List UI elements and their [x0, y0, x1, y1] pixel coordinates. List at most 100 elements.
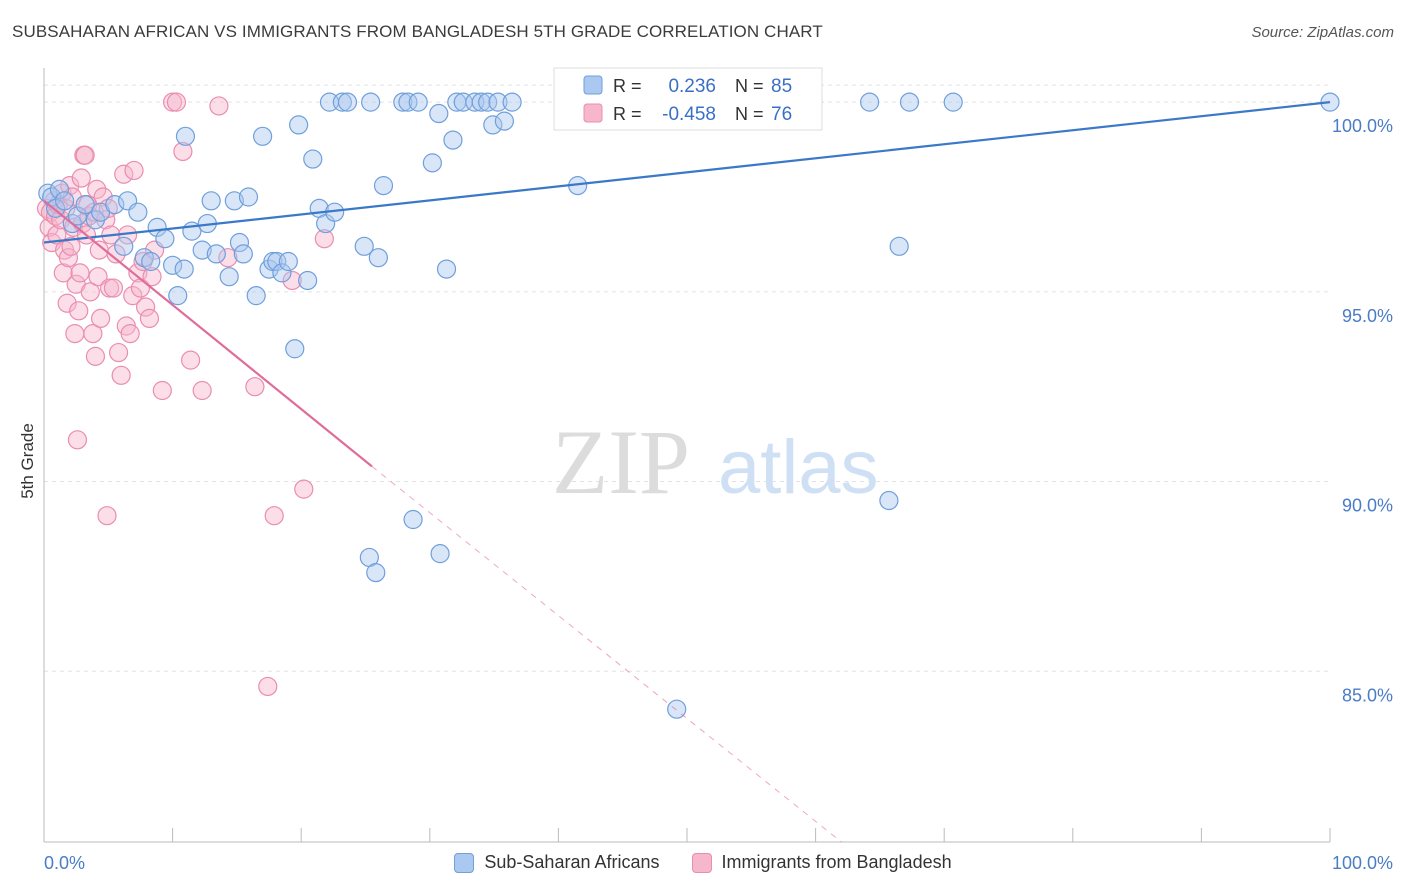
subsaharan-point-57 — [429, 103, 449, 124]
legend-item-sub-saharan-africans[interactable]: Sub-Saharan Africans — [454, 852, 660, 873]
subsaharan-point-40 — [298, 270, 318, 291]
bangladesh-point-75 — [124, 160, 144, 181]
subsaharan-point-37 — [278, 251, 298, 272]
subsaharan-point-17 — [155, 229, 175, 249]
subsaharan-point-19 — [168, 286, 188, 306]
bangladesh-point-72 — [282, 270, 302, 291]
subsaharan-point-35 — [267, 251, 287, 272]
subsaharan-point-56 — [422, 153, 442, 173]
subsaharan-point-4 — [54, 191, 75, 211]
subsaharan-point-77 — [879, 490, 899, 511]
bangladesh-point-49 — [114, 164, 134, 184]
subsaharan-point-13 — [128, 202, 148, 222]
subsaharan-point-29 — [233, 244, 253, 264]
subsaharan-point-59 — [436, 259, 457, 279]
bangladesh-point-58 — [139, 308, 160, 329]
subsaharan-point-46 — [332, 92, 352, 112]
bangladesh-point-21 — [67, 430, 88, 450]
stats-n-label-1: N = — [735, 76, 764, 96]
subsaharan-point-10 — [105, 194, 125, 215]
tick-labels: 85.0% 90.0% 95.0% 100.0% 0.0% 100.0% — [44, 116, 1393, 873]
bangladesh-point-70 — [258, 676, 278, 697]
subsaharan-point-26 — [219, 267, 239, 287]
watermark-zip: ZIP — [552, 411, 690, 513]
bangladesh-point-35 — [87, 179, 107, 200]
legend-item-immigrants-from-bangladesh[interactable]: Immigrants from Bangladesh — [691, 852, 952, 873]
subsaharan-point-6 — [67, 206, 88, 226]
stats-r-value-2: -0.458 — [662, 104, 716, 125]
axes — [43, 68, 1331, 843]
subsaharan-point-55 — [408, 92, 428, 112]
trend-line-bangladesh-extrapolated — [371, 465, 842, 843]
subsaharan-point-11 — [114, 236, 134, 256]
trend-line-sub-saharan-africans — [43, 101, 1331, 244]
subsaharan-point-22 — [192, 240, 212, 260]
subsaharan-point-69 — [430, 544, 450, 564]
y-tick-label-1: 90.0% — [1342, 496, 1393, 516]
subsaharan-point-7 — [75, 194, 95, 215]
subsaharan-point-67 — [494, 111, 514, 131]
bangladesh-point-6 — [47, 225, 67, 245]
x-tick-label-0: 0.0% — [44, 853, 85, 873]
bangladesh-point-74 — [314, 229, 334, 249]
bangladesh-point-63 — [166, 92, 187, 112]
stats-n-value-1: 85 — [771, 76, 792, 97]
subsaharan-point-3 — [49, 179, 70, 200]
bangladesh-point-69 — [245, 377, 265, 397]
points-immigrants-from-bangladesh — [36, 92, 334, 697]
stats-n-value-2: 76 — [771, 104, 792, 125]
bangladesh-point-16 — [61, 236, 81, 256]
subsaharan-point-51 — [373, 176, 394, 196]
subsaharan-point-36 — [272, 263, 292, 283]
watermark: ZIP atlas — [552, 411, 879, 513]
bangladesh-point-32 — [83, 323, 103, 344]
legend-label-sub-saharan-africans: Sub-Saharan Africans — [484, 852, 660, 872]
subsaharan-point-47 — [337, 92, 358, 112]
subsaharan-point-80 — [943, 92, 963, 112]
bangladesh-point-31 — [80, 282, 100, 302]
subsaharan-point-50 — [368, 248, 388, 268]
subsaharan-point-52 — [393, 92, 413, 112]
stats-legend: R = 0.236 N = 85 R = -0.458 N = 76 — [553, 67, 823, 131]
bangladesh-point-13 — [57, 293, 77, 313]
subsaharan-point-31 — [246, 286, 266, 306]
subsaharan-point-68 — [502, 92, 522, 112]
subsaharan-point-18 — [163, 255, 183, 275]
bangladesh-point-34 — [85, 346, 106, 366]
bangladesh-point-65 — [181, 350, 201, 370]
bangladesh-point-64 — [173, 141, 193, 162]
bangladesh-point-22 — [69, 301, 89, 321]
trend-line-immigrants-from-bangladesh — [43, 199, 373, 468]
bangladesh-point-5 — [45, 206, 66, 226]
stats-r-label-1: R = — [613, 76, 642, 96]
legend-label-immigrants-from-bangladesh: Immigrants from Bangladesh — [721, 852, 952, 872]
subsaharan-point-76 — [860, 92, 880, 112]
subsaharan-point-28 — [229, 232, 250, 253]
bangladesh-point-73 — [294, 479, 314, 499]
subsaharan-point-71 — [366, 563, 386, 583]
stats-n-label-2: N = — [735, 104, 764, 124]
stats-r-value-1: 0.236 — [668, 76, 716, 97]
y-axis-label: 5th Grade — [18, 423, 37, 499]
subsaharan-point-27 — [224, 191, 244, 211]
subsaharan-point-58 — [443, 130, 463, 150]
bangladesh-point-45 — [103, 278, 124, 298]
bangladesh-point-59 — [142, 267, 162, 287]
bangladesh-point-39 — [93, 187, 113, 207]
bangladesh-point-27 — [75, 145, 95, 165]
bangladesh-point-53 — [123, 286, 143, 306]
trend-lines — [43, 101, 1331, 843]
subsaharan-point-54 — [403, 509, 423, 530]
bangladesh-point-48 — [111, 365, 131, 385]
subsaharan-point-20 — [174, 259, 194, 279]
subsaharan-point-15 — [141, 251, 161, 272]
subsaharan-point-38 — [285, 339, 305, 359]
y-tick-label-0: 85.0% — [1342, 685, 1393, 705]
bangladesh-point-14 — [58, 248, 79, 268]
legend-swatch-pink — [691, 852, 712, 873]
bangladesh-point-66 — [192, 380, 212, 401]
x-tick-label-1: 100.0% — [1332, 853, 1393, 873]
bangladesh-point-24 — [71, 168, 91, 188]
bangladesh-point-67 — [209, 96, 229, 116]
